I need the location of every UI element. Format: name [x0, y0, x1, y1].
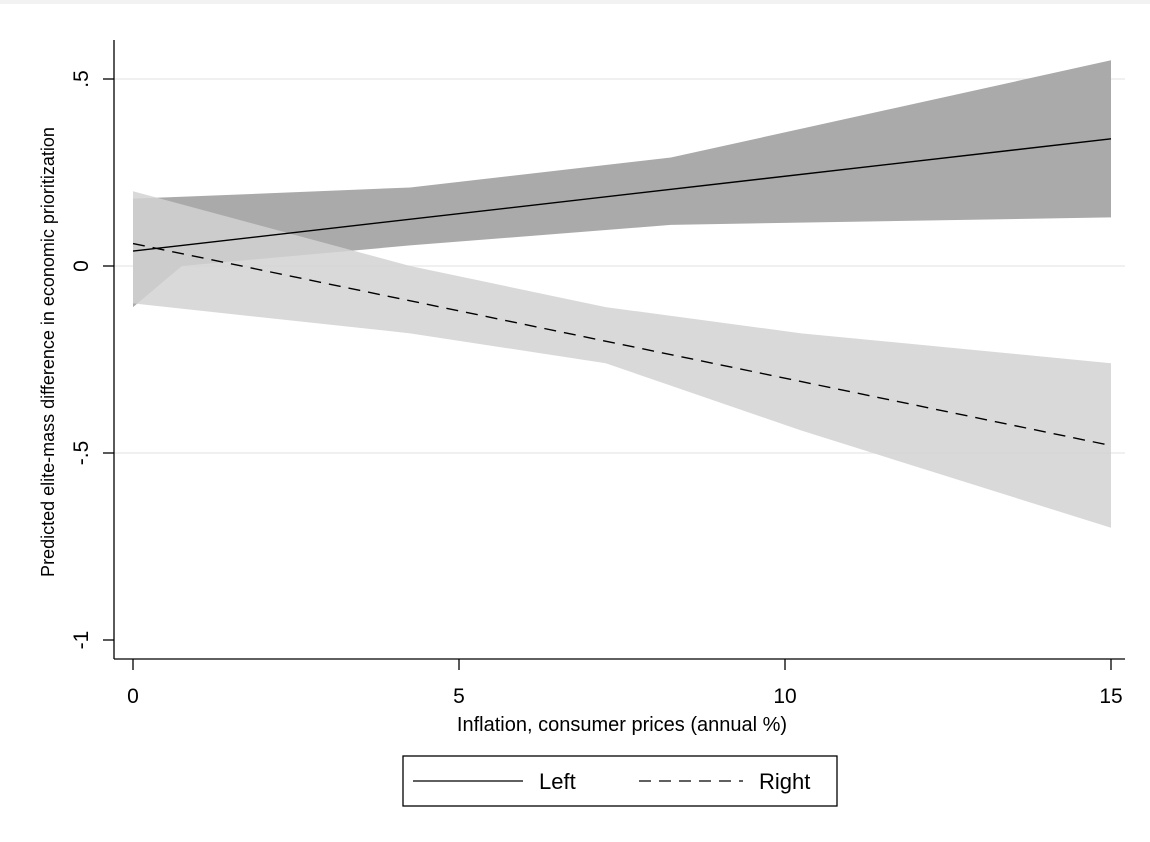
- x-tick-label: 10: [773, 685, 796, 708]
- x-tick-label: 15: [1099, 685, 1122, 708]
- legend-label-right: Right: [759, 769, 810, 794]
- axis-ticks: 0 5 10 15 .5 0 -.5 -1: [70, 70, 1123, 708]
- x-tick-label: 0: [127, 685, 139, 708]
- y-tick-label: 0: [70, 260, 93, 272]
- x-axis-label: Inflation, consumer prices (annual %): [457, 714, 787, 736]
- y-tick-label: .5: [70, 70, 93, 88]
- legend: Left Right: [402, 755, 838, 807]
- ci-band-right: [133, 191, 1111, 528]
- series-line-right: [132, 242, 1112, 447]
- confidence-bands: [133, 60, 1111, 528]
- y-tick-label: -.5: [70, 441, 93, 466]
- y-tick-label: -1: [70, 631, 93, 650]
- series-line-left: [132, 138, 1112, 252]
- ci-band-left: [133, 60, 1111, 308]
- series-lines: [132, 138, 1112, 447]
- legend-label-left: Left: [539, 769, 576, 794]
- y-axis-label: Predicted elite-mass difference in econo…: [38, 127, 58, 577]
- x-tick-label: 5: [453, 685, 465, 708]
- axes: [113, 40, 1125, 660]
- chart-svg: 0 5 10 15 .5 0 -.5 -1 Inflation, consumer price…: [38, 40, 1125, 807]
